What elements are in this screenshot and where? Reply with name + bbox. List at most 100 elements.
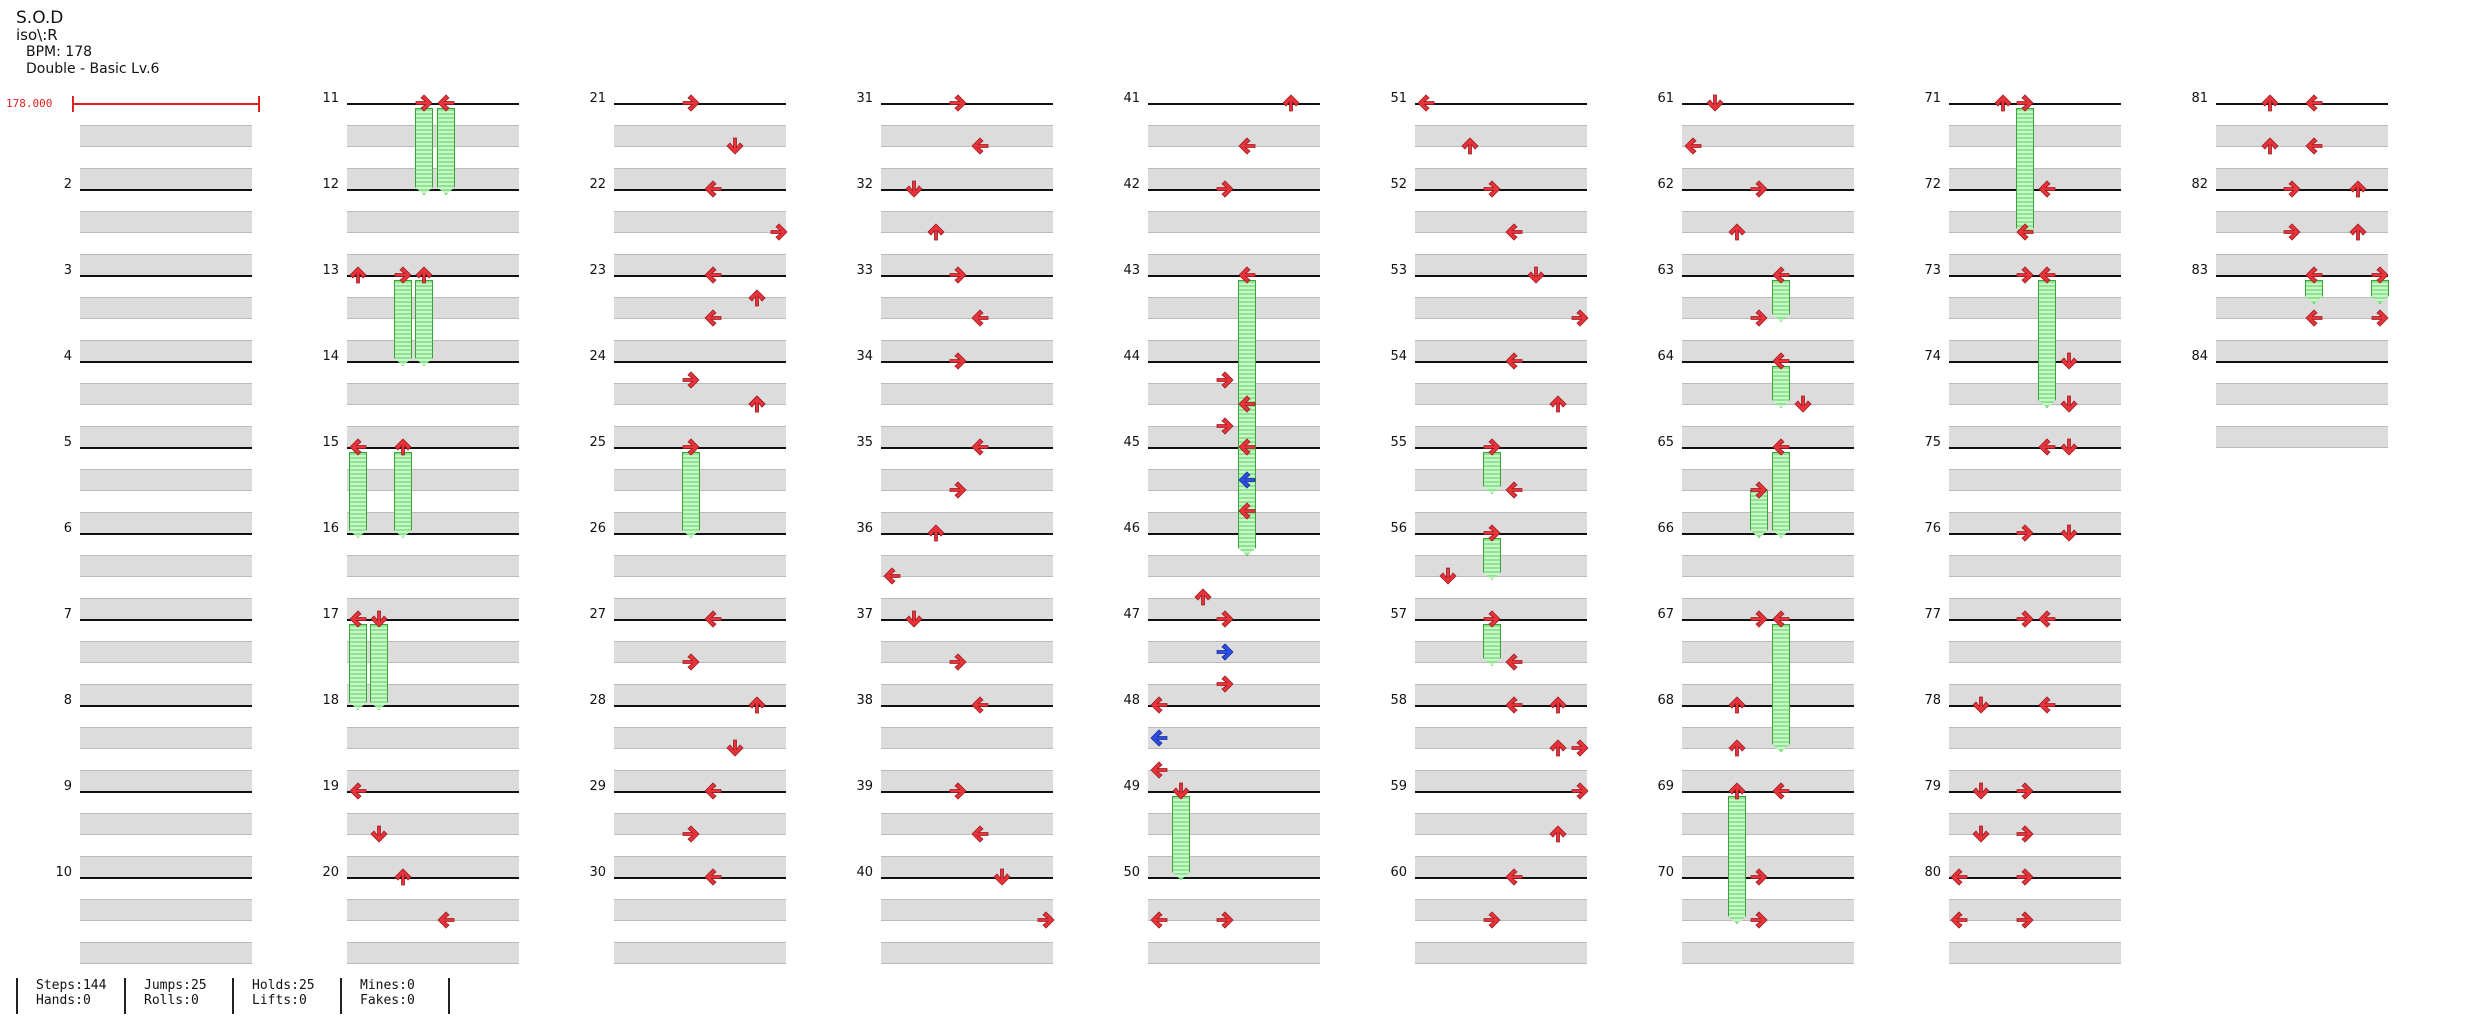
beat-band (1949, 942, 2121, 964)
left-arrow-icon (437, 94, 455, 112)
measure-number: 69 (1657, 779, 1674, 794)
song-header: S.O.D iso\:R BPM: 178 Double - Basic Lv.… (16, 10, 159, 78)
right-arrow-icon (2016, 610, 2034, 628)
chart-column (1949, 0, 2121, 1000)
beat-band (881, 899, 1053, 921)
beat-band (80, 168, 252, 190)
measure-line (881, 705, 1053, 707)
beat-band (614, 555, 786, 577)
beat-band (1415, 254, 1587, 276)
jumps-count: Jumps:25 (144, 978, 207, 993)
right-arrow-icon (2016, 94, 2034, 112)
hold-body (1483, 624, 1501, 666)
measure-number: 39 (856, 779, 873, 794)
hold-body (394, 452, 412, 538)
beat-band (2216, 254, 2388, 276)
beat-band (614, 899, 786, 921)
measure-number: 21 (589, 91, 606, 106)
left-arrow-icon (1684, 137, 1702, 155)
left-arrow-icon (2038, 266, 2056, 284)
right-arrow-icon (949, 266, 967, 284)
measure-number: 22 (589, 177, 606, 192)
measure-number: 27 (589, 607, 606, 622)
hold-body (1483, 538, 1501, 580)
measure-number: 60 (1390, 865, 1407, 880)
beat-band (1148, 942, 1320, 964)
left-arrow-icon (1150, 729, 1168, 747)
measure-line (1148, 877, 1320, 879)
bpm-line-start-cap (72, 96, 74, 112)
right-arrow-icon (394, 266, 412, 284)
measure-line (1415, 103, 1587, 105)
beat-band (1148, 641, 1320, 663)
beat-band (1949, 641, 2121, 663)
beat-band (1682, 254, 1854, 276)
measure-line (347, 447, 519, 449)
right-arrow-icon (2016, 266, 2034, 284)
measure-line (1949, 877, 2121, 879)
left-arrow-icon (1238, 471, 1256, 489)
measure-number: 23 (589, 263, 606, 278)
right-arrow-icon (1571, 739, 1589, 757)
beat-band (1148, 383, 1320, 405)
left-arrow-icon (2016, 223, 2034, 241)
measure-number: 48 (1123, 693, 1140, 708)
measure-number: 25 (589, 435, 606, 450)
right-arrow-icon (949, 94, 967, 112)
hold-body (682, 452, 700, 538)
song-title: S.O.D (16, 8, 64, 28)
beat-band (347, 297, 519, 319)
beat-band (1148, 254, 1320, 276)
measure-number: 50 (1123, 865, 1140, 880)
lifts-count: Lifts:0 (252, 993, 307, 1008)
chart-difficulty: Double - Basic Lv.6 (26, 61, 160, 77)
beat-band (1682, 340, 1854, 362)
measure-number: 57 (1390, 607, 1407, 622)
up-arrow-icon (1461, 137, 1479, 155)
measure-number: 24 (589, 349, 606, 364)
chart-column (1415, 0, 1587, 1000)
left-arrow-icon (437, 911, 455, 929)
up-arrow-icon (415, 266, 433, 284)
right-arrow-icon (1571, 782, 1589, 800)
beat-band (347, 641, 519, 663)
hold-body (349, 624, 367, 710)
measure-line (1682, 447, 1854, 449)
measure-line (1949, 447, 2121, 449)
measure-number: 55 (1390, 435, 1407, 450)
measure-number: 82 (2191, 177, 2208, 192)
measure-number: 75 (1924, 435, 1941, 450)
beat-band (1682, 125, 1854, 147)
beat-band (80, 598, 252, 620)
measure-line (80, 361, 252, 363)
measure-line (881, 619, 1053, 621)
beat-band (1949, 254, 2121, 276)
right-arrow-icon (2371, 266, 2389, 284)
measure-number: 28 (589, 693, 606, 708)
measure-number: 45 (1123, 435, 1140, 450)
left-arrow-icon (971, 309, 989, 327)
left-arrow-icon (971, 438, 989, 456)
beat-band (347, 426, 519, 448)
fakes-count: Fakes:0 (360, 993, 415, 1008)
measure-line (1682, 361, 1854, 363)
measure-number: 51 (1390, 91, 1407, 106)
measure-number: 74 (1924, 349, 1941, 364)
beat-band (80, 727, 252, 749)
beat-band (80, 125, 252, 147)
beat-band (1949, 469, 2121, 491)
beat-band (347, 125, 519, 147)
measure-line (881, 791, 1053, 793)
up-arrow-icon (748, 395, 766, 413)
beat-band (614, 254, 786, 276)
measure-number: 67 (1657, 607, 1674, 622)
up-arrow-icon (2349, 180, 2367, 198)
beat-band (1148, 555, 1320, 577)
beat-band (1415, 813, 1587, 835)
measure-line (614, 189, 786, 191)
left-arrow-icon (704, 180, 722, 198)
measure-number: 9 (63, 779, 72, 794)
down-arrow-icon (370, 610, 388, 628)
beat-band (614, 383, 786, 405)
right-arrow-icon (1571, 309, 1589, 327)
